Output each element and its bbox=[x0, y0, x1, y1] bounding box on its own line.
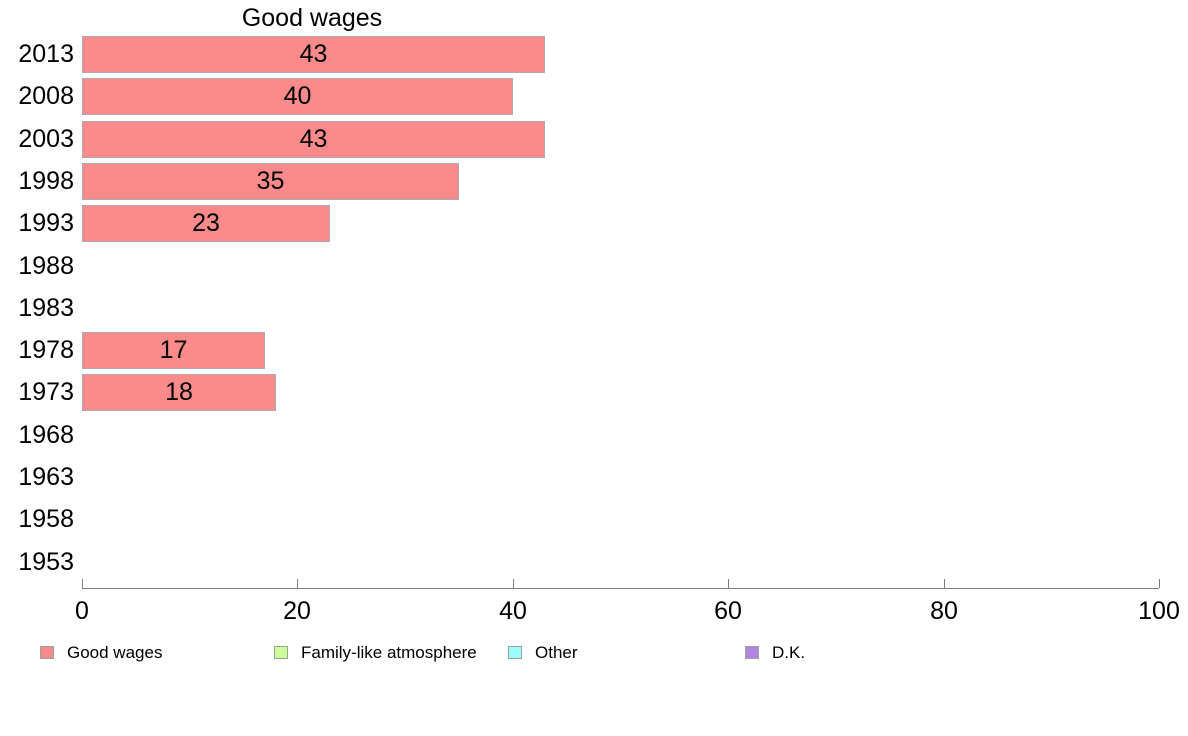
legend-label: Good wages bbox=[67, 643, 163, 662]
y-axis-label: 1978 bbox=[18, 336, 74, 364]
x-axis-tick-label: 20 bbox=[283, 597, 311, 625]
x-axis-tick-label: 0 bbox=[75, 597, 89, 625]
x-axis-line bbox=[82, 588, 1159, 589]
bar-value-label: 18 bbox=[165, 378, 193, 406]
y-axis-label: 2008 bbox=[18, 82, 74, 110]
x-axis-tick bbox=[82, 579, 83, 588]
bar-value-label: 17 bbox=[159, 336, 188, 364]
bar: 43 bbox=[82, 36, 545, 73]
bar: 35 bbox=[82, 163, 459, 200]
x-axis-tick bbox=[297, 579, 298, 588]
y-axis-label: 1968 bbox=[18, 421, 74, 449]
bar: 40 bbox=[82, 78, 513, 115]
legend-label: Family-like atmosphere bbox=[301, 643, 477, 662]
bar: 43 bbox=[82, 121, 545, 158]
y-axis-label: 1958 bbox=[18, 505, 74, 533]
legend-label: D.K. bbox=[772, 643, 806, 662]
legend-swatch bbox=[745, 646, 759, 659]
y-axis-label: 1998 bbox=[18, 167, 74, 195]
x-axis-tick bbox=[944, 579, 945, 588]
chart-title: Good wages bbox=[241, 4, 383, 32]
bar-value-label: 43 bbox=[299, 125, 328, 153]
bar-value-label: 43 bbox=[299, 40, 328, 68]
x-axis-tick-label: 60 bbox=[714, 597, 742, 625]
y-axis-label: 1983 bbox=[18, 294, 74, 322]
y-axis-label: 1993 bbox=[18, 209, 74, 237]
y-axis-label: 2003 bbox=[18, 125, 74, 153]
x-axis-tick-label: 80 bbox=[930, 597, 958, 625]
bar-value-label: 23 bbox=[192, 209, 220, 237]
legend-swatch bbox=[508, 646, 522, 659]
x-axis-tick-label: 100 bbox=[1138, 597, 1180, 625]
y-axis-label: 1963 bbox=[18, 463, 74, 491]
y-axis-label: 1953 bbox=[18, 548, 74, 576]
x-axis-tick bbox=[1159, 579, 1160, 588]
legend-swatch bbox=[274, 646, 288, 659]
bar-value-label: 40 bbox=[283, 82, 312, 110]
legend-swatch bbox=[40, 646, 54, 659]
x-axis-tick-label: 40 bbox=[499, 597, 527, 625]
x-axis-tick bbox=[728, 579, 729, 588]
bar-value-label: 35 bbox=[256, 167, 285, 195]
bar: 18 bbox=[82, 374, 276, 411]
y-axis-label: 1973 bbox=[18, 378, 74, 406]
legend-label: Other bbox=[535, 643, 578, 662]
bar: 17 bbox=[82, 332, 265, 369]
y-axis-label: 1988 bbox=[18, 252, 74, 280]
x-axis-tick bbox=[513, 579, 514, 588]
y-axis-label: 2013 bbox=[18, 40, 74, 68]
bar: 23 bbox=[82, 205, 330, 242]
